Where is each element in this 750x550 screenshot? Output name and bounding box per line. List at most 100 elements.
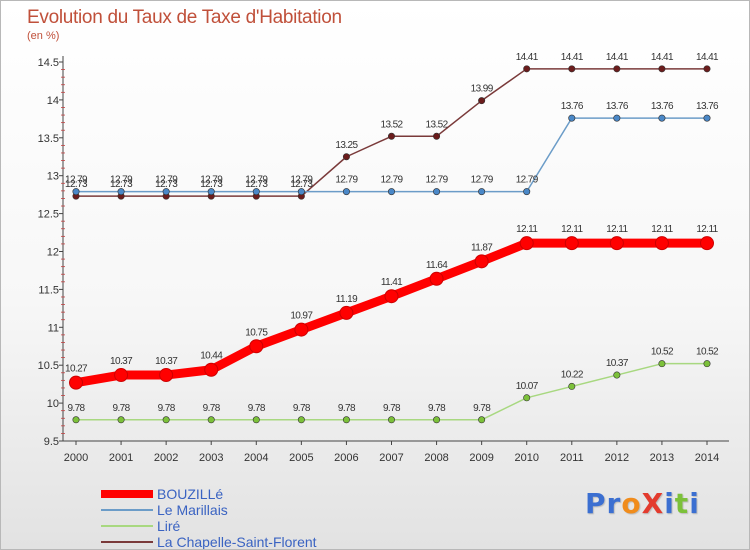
data-label: 14.41 [516, 52, 539, 63]
data-point [384, 289, 399, 304]
data-label: 9.78 [383, 403, 401, 414]
data-point [658, 114, 666, 122]
data-point [433, 188, 441, 196]
data-point [294, 322, 309, 337]
data-label: 10.52 [696, 347, 719, 358]
data-label: 12.73 [290, 179, 313, 190]
data-label: 12.79 [200, 175, 223, 186]
data-point [429, 271, 444, 286]
legend-label: La Chapelle-Saint-Florent [157, 534, 317, 550]
data-label: 13.52 [426, 119, 449, 130]
data-point [523, 188, 531, 196]
data-point [72, 188, 80, 196]
data-label: 13.76 [561, 101, 584, 112]
y-tick-label: 14 [47, 95, 59, 107]
data-label: 9.78 [113, 403, 131, 414]
x-tick-label: 2003 [199, 452, 223, 464]
legend-item: BOUZILLé [101, 486, 361, 502]
data-point [478, 416, 486, 424]
data-point [162, 416, 170, 424]
data-point [654, 236, 669, 251]
data-point [433, 416, 441, 424]
data-point [117, 188, 125, 196]
data-label: 13.52 [380, 119, 403, 130]
data-point [523, 394, 531, 402]
data-point [658, 65, 666, 73]
series-0: 10.27 10.37 10.37 10.44 10.75 10.97 11.19 11.41… [65, 224, 719, 390]
data-label: 9.78 [248, 403, 266, 414]
data-label: 12.73 [110, 179, 133, 190]
data-point [252, 416, 260, 424]
x-tick-label: 2014 [695, 452, 719, 464]
data-point [72, 416, 80, 424]
logo-letter: X [641, 487, 665, 520]
data-label: 13.76 [606, 101, 629, 112]
data-point [568, 65, 576, 73]
proxiti-logo: ProXiti [585, 487, 700, 520]
data-point [433, 132, 441, 140]
data-label: 10.37 [606, 358, 629, 369]
legend-swatch [101, 490, 153, 498]
data-point [613, 114, 621, 122]
data-point [568, 382, 576, 390]
data-label: 12.79 [155, 175, 178, 186]
data-point [162, 188, 170, 196]
data-label: 9.78 [67, 403, 85, 414]
data-point [703, 360, 711, 368]
legend-item: Liré [101, 518, 361, 534]
legend-swatch [101, 509, 153, 511]
data-label: 13.76 [651, 101, 674, 112]
data-label: 14.41 [651, 52, 674, 63]
data-point [159, 368, 174, 383]
data-label: 12.11 [696, 224, 718, 235]
data-point [342, 416, 350, 424]
y-tick-label: 12.5 [38, 209, 59, 221]
data-label: 13.99 [471, 84, 494, 95]
data-point [568, 114, 576, 122]
data-label: 10.37 [110, 356, 133, 367]
series-3: 12.73 12.73 12.73 12.73 12.73 12.73 13.25 13.52… [65, 52, 720, 200]
logo-letter: i [664, 487, 675, 520]
data-label: 11.64 [426, 260, 448, 271]
legend-label: Liré [157, 518, 181, 534]
data-point [114, 368, 129, 383]
logo-letter: t [674, 487, 690, 520]
data-point [342, 153, 350, 161]
data-point [703, 114, 711, 122]
data-point [658, 360, 666, 368]
y-tick-label: 13 [47, 171, 59, 183]
x-tick-label: 2011 [560, 452, 584, 464]
data-point [609, 236, 624, 251]
x-tick-label: 2002 [154, 452, 178, 464]
data-point [387, 188, 395, 196]
x-tick-label: 2013 [650, 452, 674, 464]
data-point [474, 254, 489, 269]
data-point [249, 339, 264, 354]
data-point [252, 188, 260, 196]
data-label: 12.79 [335, 175, 358, 186]
data-label: 10.52 [651, 347, 674, 358]
data-label: 14.41 [606, 52, 629, 63]
y-tick-label: 9.5 [44, 436, 59, 448]
chart-title: Evolution du Taux de Taxe d'Habitation [27, 7, 342, 28]
data-label: 10.37 [155, 356, 178, 367]
data-point [117, 416, 125, 424]
x-tick-label: 2006 [334, 452, 358, 464]
legend-swatch [101, 541, 153, 543]
data-label: 10.75 [245, 327, 268, 338]
data-point [387, 132, 395, 140]
data-label: 12.73 [245, 179, 268, 190]
data-label: 10.97 [290, 311, 313, 322]
data-point [613, 371, 621, 379]
data-label: 11.41 [381, 277, 403, 288]
data-label: 10.07 [516, 381, 539, 392]
y-tick-label: 11 [48, 322, 59, 334]
data-label: 13.76 [696, 101, 719, 112]
data-point [613, 65, 621, 73]
series-2: 9.78 9.78 9.78 9.78 9.78 9.78 9.78 9.78 9.78 9.78… [67, 347, 720, 424]
data-label: 12.73 [200, 179, 223, 190]
data-point [700, 236, 714, 251]
x-tick-label: 2004 [244, 452, 268, 464]
data-label: 12.11 [606, 224, 628, 235]
data-point [387, 416, 395, 424]
